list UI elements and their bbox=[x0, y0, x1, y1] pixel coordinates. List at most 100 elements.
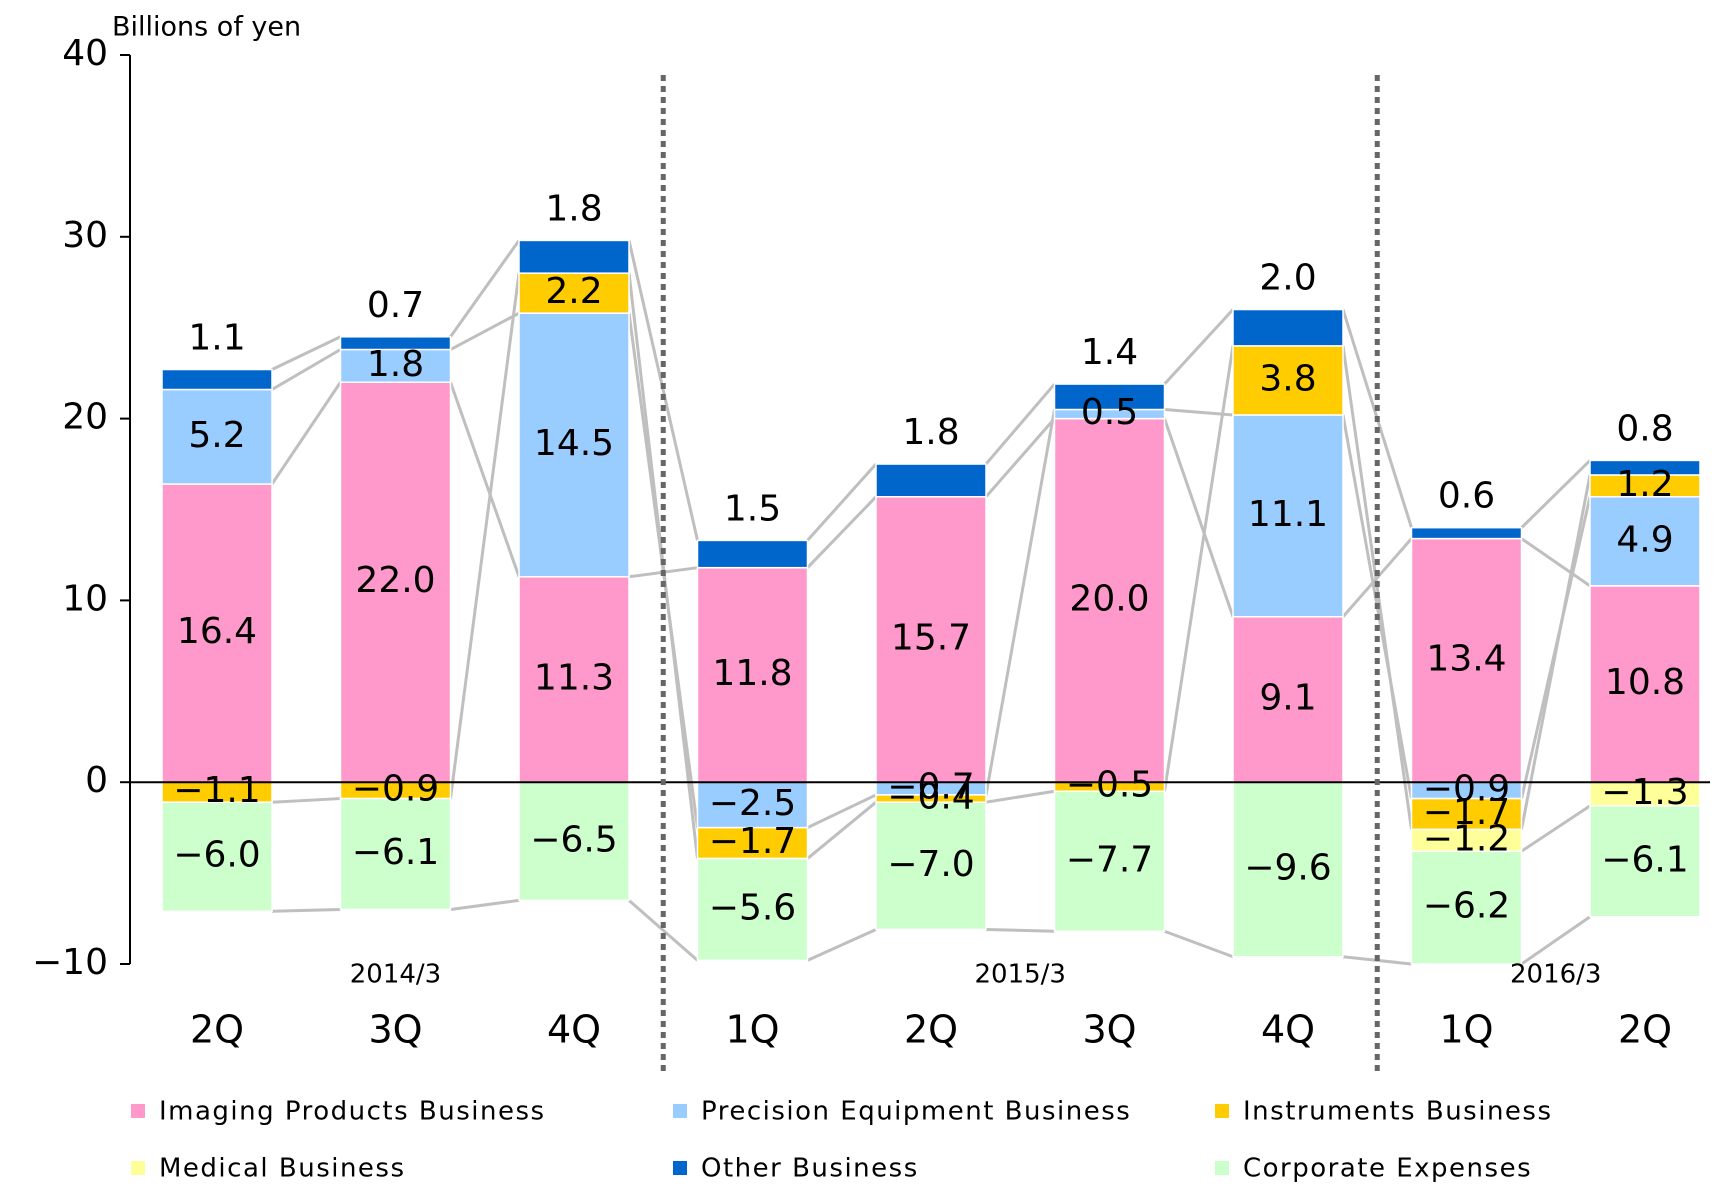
bar-segment bbox=[339, 336, 452, 351]
data-label: 15.7 bbox=[891, 617, 971, 658]
data-label: −7.0 bbox=[887, 844, 974, 885]
connector bbox=[1520, 459, 1592, 529]
data-label: 11.1 bbox=[1248, 494, 1328, 535]
bar-segment bbox=[696, 857, 809, 962]
group-label: 2014/3 bbox=[350, 960, 441, 990]
data-label: 1.4 bbox=[1081, 332, 1138, 373]
x-tick-label: 1Q bbox=[725, 1008, 779, 1052]
y-tick-label: 0 bbox=[85, 760, 108, 801]
connector bbox=[806, 928, 877, 962]
connector bbox=[984, 383, 1056, 466]
connector bbox=[271, 335, 342, 371]
connector bbox=[806, 801, 877, 860]
legend-label: Other Business bbox=[701, 1154, 919, 1184]
data-label: 0.8 bbox=[1616, 408, 1673, 449]
data-label: −9.6 bbox=[1244, 847, 1331, 888]
data-label: 0.7 bbox=[367, 285, 424, 326]
data-label: −0.5 bbox=[1066, 765, 1153, 806]
bar-segment bbox=[161, 368, 273, 391]
data-label: −6.2 bbox=[1423, 886, 1510, 927]
bar-segment bbox=[875, 496, 987, 783]
bar-segment bbox=[875, 463, 987, 498]
data-label: −6.1 bbox=[352, 832, 439, 873]
bar-segment bbox=[1053, 417, 1166, 783]
data-label: 3.8 bbox=[1259, 358, 1316, 399]
connector bbox=[271, 348, 342, 391]
connector bbox=[449, 272, 521, 799]
x-tick-label: 4Q bbox=[547, 1008, 601, 1052]
connector bbox=[1520, 474, 1592, 830]
data-label: 10.8 bbox=[1605, 662, 1685, 703]
connector bbox=[1341, 345, 1413, 830]
bar-segment bbox=[1589, 459, 1701, 476]
legend-label: Medical Business bbox=[159, 1154, 406, 1184]
data-label: 20.0 bbox=[1069, 578, 1149, 619]
connector bbox=[1520, 537, 1591, 588]
connector bbox=[806, 463, 878, 542]
data-label: 1.2 bbox=[1616, 464, 1673, 505]
data-label: 11.8 bbox=[712, 653, 792, 694]
data-label: 0.5 bbox=[1081, 392, 1138, 433]
bar-segment bbox=[339, 797, 452, 911]
connector bbox=[806, 793, 877, 830]
y-tick-label: −10 bbox=[32, 942, 108, 983]
connector bbox=[984, 409, 1056, 796]
legend-swatch bbox=[673, 1104, 687, 1118]
data-label: 2.2 bbox=[545, 271, 602, 312]
connector bbox=[1163, 929, 1234, 959]
data-label: −1.7 bbox=[709, 821, 796, 862]
group-label: 2015/3 bbox=[975, 960, 1066, 990]
legend-label: Precision Equipment Business bbox=[701, 1097, 1131, 1127]
data-label: −0.9 bbox=[1423, 768, 1510, 809]
x-tick-label: 2Q bbox=[1618, 1008, 1672, 1052]
data-label: −6.5 bbox=[530, 819, 617, 860]
legend-swatch bbox=[673, 1161, 687, 1175]
bar-segment bbox=[339, 348, 452, 383]
connector bbox=[1163, 308, 1235, 386]
x-tick-label: 3Q bbox=[1082, 1008, 1136, 1052]
data-label: −6.1 bbox=[1601, 839, 1688, 880]
bar-segment bbox=[1232, 345, 1344, 416]
data-label: 5.2 bbox=[188, 415, 245, 456]
legend-label: Imaging Products Business bbox=[159, 1097, 546, 1127]
data-label: −0.7 bbox=[887, 767, 974, 808]
bar-segment bbox=[518, 781, 630, 902]
connector bbox=[449, 381, 521, 578]
data-label: −1.7 bbox=[1423, 792, 1510, 833]
bar-segment bbox=[1232, 308, 1344, 347]
x-tick-label: 3Q bbox=[368, 1008, 422, 1052]
connector bbox=[1163, 418, 1235, 618]
data-label: 2.0 bbox=[1259, 258, 1316, 299]
bar-segment bbox=[1053, 383, 1166, 411]
data-label: −1.1 bbox=[173, 770, 260, 811]
bar-segment bbox=[339, 381, 452, 783]
bar-segment bbox=[161, 801, 273, 913]
legend-swatch bbox=[131, 1161, 145, 1175]
data-label: −0.9 bbox=[352, 768, 439, 809]
bar-segment bbox=[696, 826, 809, 860]
connector bbox=[627, 240, 699, 541]
data-label: −1.2 bbox=[1423, 818, 1510, 859]
bar-segment bbox=[1232, 616, 1344, 783]
bar-segment bbox=[1589, 496, 1701, 587]
bar-segment bbox=[1232, 414, 1344, 618]
connector bbox=[1520, 915, 1591, 966]
connector bbox=[984, 417, 1056, 498]
group-label: 2016/3 bbox=[1510, 960, 1601, 990]
connector bbox=[627, 272, 699, 859]
x-tick-label: 2Q bbox=[190, 1008, 244, 1052]
bar-segment bbox=[518, 576, 630, 783]
data-label: 9.1 bbox=[1259, 677, 1316, 718]
x-tick-label: 1Q bbox=[1439, 1008, 1493, 1052]
bar-segment bbox=[696, 566, 809, 783]
data-label: 11.3 bbox=[534, 657, 614, 698]
connector bbox=[271, 907, 341, 913]
connector bbox=[449, 239, 521, 338]
x-tick-label: 2Q bbox=[904, 1008, 958, 1052]
data-label: 1.8 bbox=[367, 344, 424, 385]
legend-swatch bbox=[1215, 1104, 1229, 1118]
data-label: −2.5 bbox=[709, 783, 796, 824]
legend-swatch bbox=[131, 1104, 145, 1118]
data-label: 0.6 bbox=[1438, 476, 1495, 517]
